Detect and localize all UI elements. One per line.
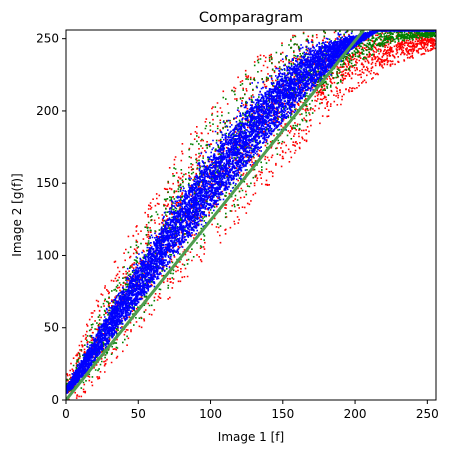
x-tick-label: 250 [416,407,439,421]
y-tick-label: 100 [36,248,59,262]
y-tick-label: 200 [36,104,59,118]
fit-line [66,30,365,400]
x-axis-label: Image 1 [f] [218,430,284,444]
y-axis-label: Image 2 [g(f)] [10,173,24,256]
x-tick-label: 200 [344,407,367,421]
x-tick-label: 0 [62,407,70,421]
fit-line-layer [66,30,365,400]
y-tick-label: 150 [36,176,59,190]
y-tick-label: 50 [44,321,59,335]
chart-title: Comparagram [199,10,303,26]
plot-area-background [66,30,436,400]
y-axis-ticks: 0 50 100 150 200 250 [36,32,66,407]
y-tick-label: 250 [36,32,59,46]
x-tick-label: 100 [199,407,222,421]
y-tick-label: 0 [51,393,59,407]
plot-frame [65,29,437,401]
x-axis-ticks: 0 50 100 150 200 250 [62,400,439,421]
x-tick-label: 150 [271,407,294,421]
x-tick-label: 50 [131,407,146,421]
